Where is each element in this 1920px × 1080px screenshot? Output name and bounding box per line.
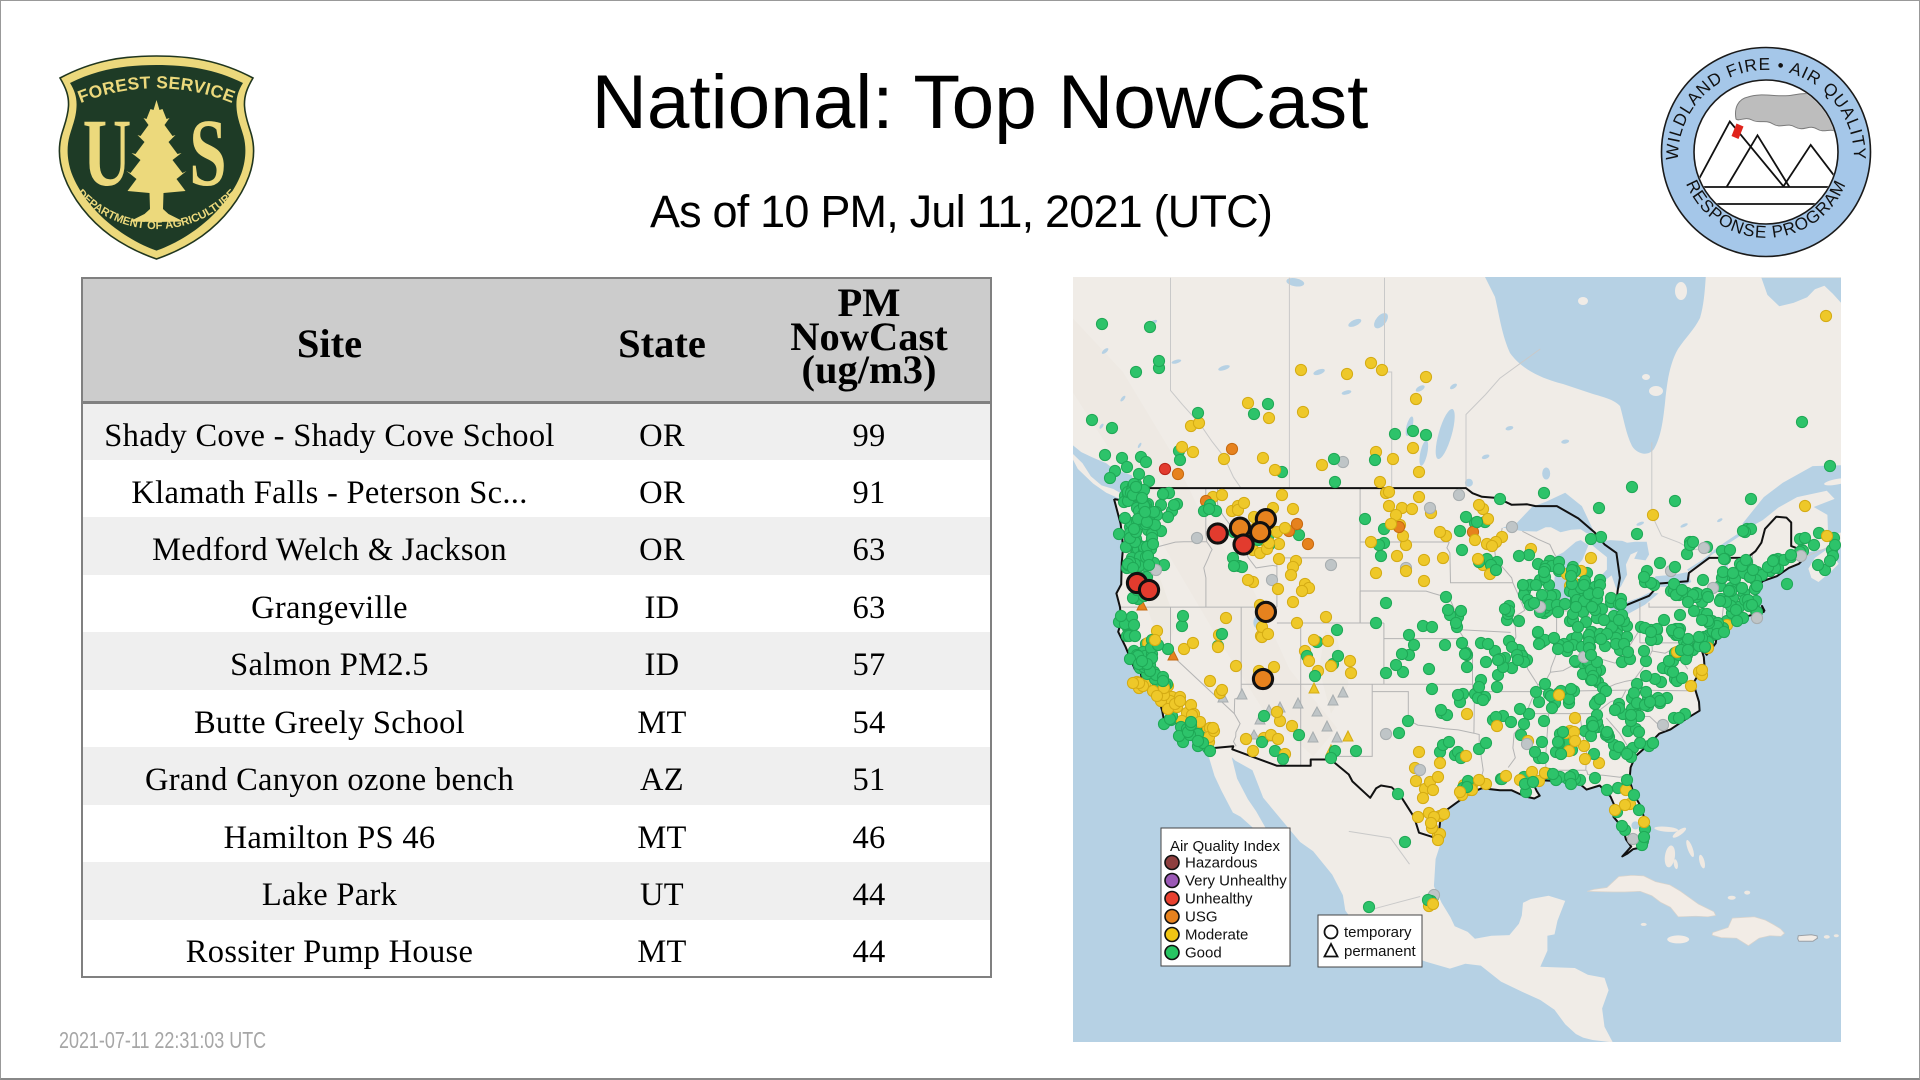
svg-text:Good: Good (1185, 945, 1222, 962)
svg-text:S: S (189, 99, 226, 206)
svg-text:USG: USG (1185, 909, 1218, 926)
svg-text:Very Unhealthy: Very Unhealthy (1185, 873, 1287, 890)
svg-text:Hazardous: Hazardous (1185, 855, 1258, 872)
svg-text:Unhealthy: Unhealthy (1185, 891, 1253, 908)
svg-text:temporary: temporary (1344, 924, 1412, 941)
svg-text:Air Quality Index: Air Quality Index (1170, 838, 1281, 855)
svg-text:Moderate: Moderate (1185, 927, 1248, 944)
svg-text:permanent: permanent (1344, 943, 1417, 960)
svg-text:U: U (83, 99, 132, 206)
